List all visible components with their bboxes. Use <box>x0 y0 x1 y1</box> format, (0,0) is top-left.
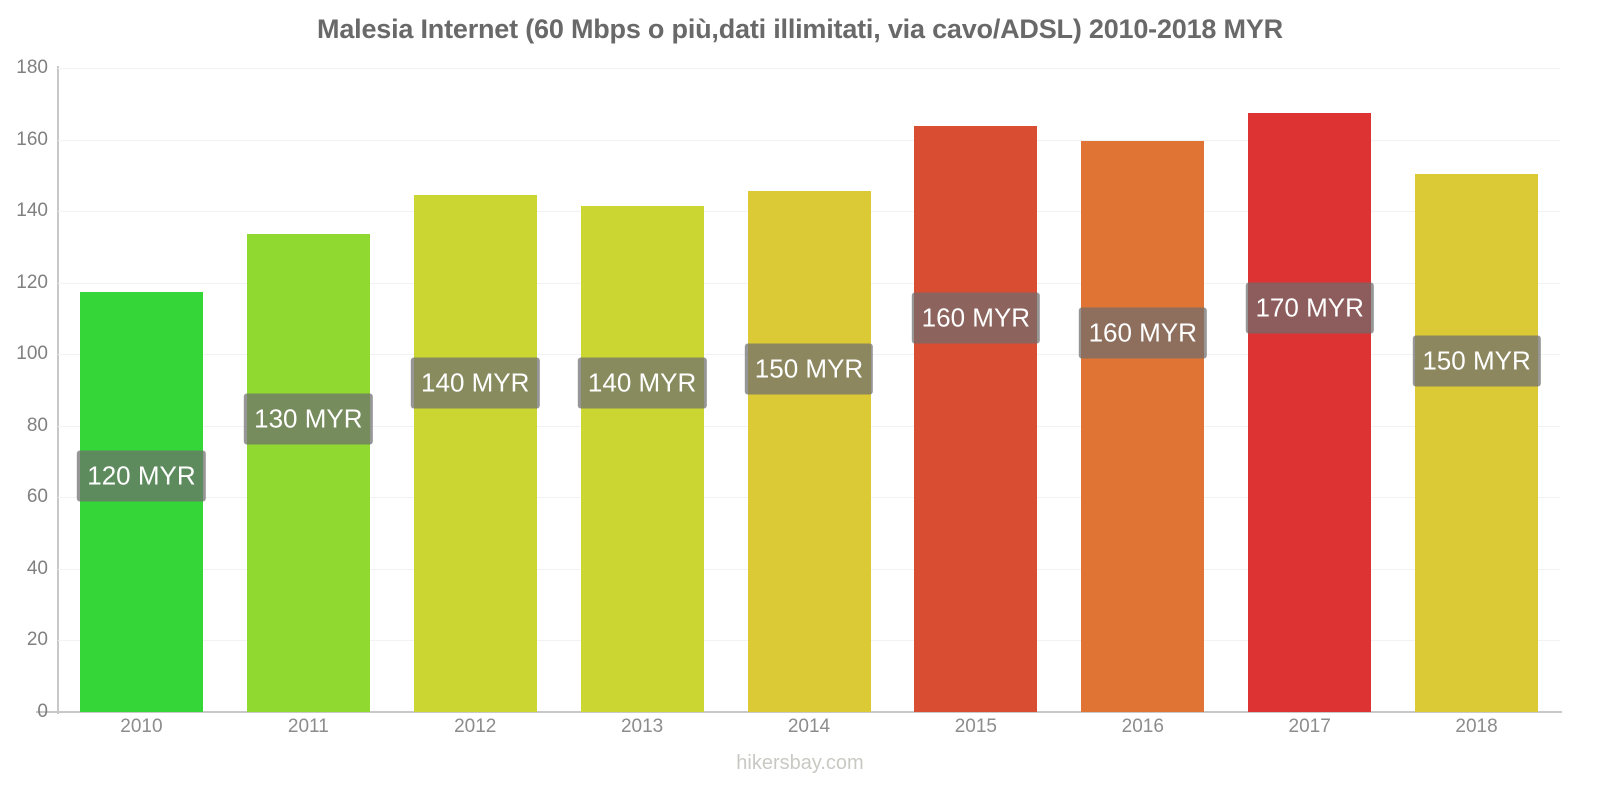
footer-credit: hikersbay.com <box>736 752 864 774</box>
bar-value-label: 170 MYR <box>1245 282 1374 334</box>
y-axis-tick-label: 20 <box>26 629 48 651</box>
bar[interactable] <box>747 191 871 712</box>
bar[interactable] <box>413 195 537 712</box>
bar-value-label: 160 MYR <box>1078 307 1207 359</box>
bar[interactable] <box>580 205 704 712</box>
chart-title: Malesia Internet (60 Mbps o più,dati ill… <box>317 14 1283 44</box>
plot-area: 120 MYR 130 MYR 140 MYR 140 MYR 150 MYR 160 M… <box>58 68 1560 712</box>
bar-value-label: 150 MYR <box>744 343 874 395</box>
bar[interactable] <box>1248 112 1372 712</box>
x-axis-tick-label: 2014 <box>787 716 831 737</box>
y-axis-tick-label: 0 <box>37 701 48 722</box>
x-axis-tick-label: 2016 <box>1121 716 1164 737</box>
bar-value-label: 120 MYR <box>77 450 206 502</box>
bar[interactable] <box>1081 140 1205 712</box>
gridline <box>58 68 1560 69</box>
bar-value-label: 140 MYR <box>577 357 707 409</box>
x-axis-tick-label: 2015 <box>954 716 998 737</box>
y-axis-tick-label: 120 <box>16 271 48 293</box>
y-axis-tick-label: 80 <box>26 414 48 436</box>
x-axis-line <box>36 711 1562 713</box>
y-axis-tick-label: 60 <box>26 486 48 508</box>
y-axis-tick-label: 100 <box>16 343 48 365</box>
bar-value-label: 140 MYR <box>411 357 540 409</box>
gridline <box>58 139 1560 141</box>
bar[interactable] <box>246 234 370 712</box>
y-axis-tick-label: 180 <box>16 57 48 78</box>
x-axis-tick-label: 2013 <box>620 716 664 737</box>
bar[interactable] <box>79 291 203 712</box>
y-axis-tick-label: 40 <box>26 557 48 579</box>
bar-value-label: 160 MYR <box>911 292 1041 344</box>
bar-value-label: 150 MYR <box>1412 335 1541 387</box>
x-axis-tick-label: 2012 <box>454 716 497 737</box>
x-axis-tick-label: 2011 <box>287 716 329 737</box>
bar-value-label: 130 MYR <box>244 393 373 445</box>
y-axis-line <box>57 66 59 714</box>
bar[interactable] <box>914 125 1038 712</box>
x-axis-tick-label: 2017 <box>1288 716 1331 737</box>
x-axis-tick-label: 2018 <box>1455 716 1498 737</box>
x-axis-tick-label: 2010 <box>120 716 163 737</box>
y-axis-tick-label: 140 <box>16 200 48 222</box>
bar[interactable] <box>1415 174 1539 712</box>
y-axis-tick-label: 160 <box>16 128 48 150</box>
